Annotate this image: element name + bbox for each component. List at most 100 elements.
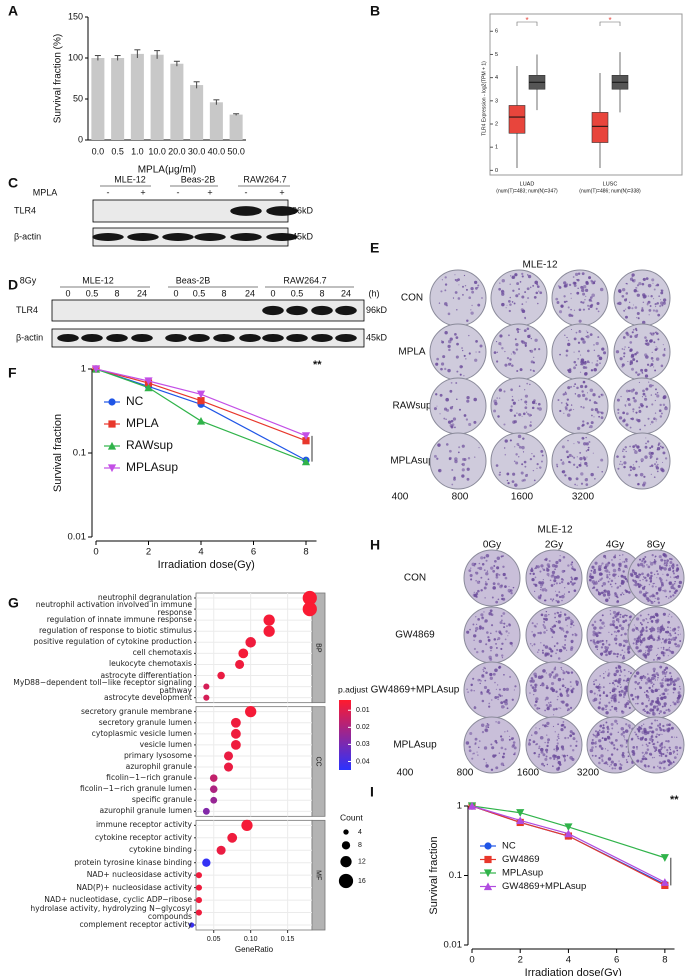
cell-line-label: RAW264.7 (243, 174, 286, 184)
colony (591, 746, 594, 749)
colony (501, 292, 505, 296)
colony (662, 344, 664, 346)
colony (636, 728, 639, 730)
bar (91, 58, 105, 140)
colony (537, 632, 540, 635)
colony (500, 705, 505, 709)
colony (676, 736, 678, 738)
colony (668, 582, 672, 586)
colony (477, 754, 479, 756)
colony (558, 286, 562, 289)
colony (649, 454, 653, 459)
colony (628, 346, 630, 349)
colony (544, 757, 548, 761)
colony (502, 622, 504, 624)
colony (504, 748, 507, 751)
colony (566, 625, 568, 627)
colony (590, 421, 594, 425)
colony (542, 568, 545, 571)
colony (639, 639, 643, 643)
colony (588, 578, 592, 582)
colony (450, 425, 454, 429)
colony (611, 681, 615, 685)
colony (630, 417, 632, 420)
colony (624, 675, 626, 677)
colony (486, 688, 490, 692)
colony (518, 413, 522, 417)
colony (508, 334, 510, 337)
colony (528, 413, 532, 417)
colony (447, 339, 452, 344)
colony (559, 554, 561, 557)
colony (645, 591, 648, 594)
colony (586, 456, 588, 458)
colony (590, 408, 594, 412)
colony (598, 356, 603, 361)
colony (575, 576, 579, 580)
x-tick-label: 30.0 (188, 146, 206, 156)
colony (654, 689, 658, 693)
colony (552, 708, 556, 711)
colony (620, 733, 624, 736)
colony (669, 749, 672, 751)
colony (654, 303, 657, 306)
colony (534, 576, 537, 579)
lane-label: 0 (65, 288, 70, 298)
colony (531, 679, 535, 683)
colony (506, 479, 509, 482)
colony (555, 599, 558, 602)
colony (458, 446, 461, 449)
colony (447, 420, 452, 424)
colony (439, 393, 443, 397)
colony (631, 417, 634, 421)
colony (582, 366, 586, 369)
colony (662, 753, 665, 756)
colony (455, 336, 459, 340)
colony (661, 583, 664, 587)
colony (665, 579, 668, 582)
colony (540, 675, 544, 679)
colony (660, 752, 663, 756)
category-label: leukocyte chemotaxis (109, 659, 192, 669)
dot (202, 858, 211, 867)
colony (507, 481, 510, 485)
colony (465, 418, 469, 421)
colony (647, 283, 652, 288)
colony (621, 753, 625, 757)
colony (593, 683, 596, 686)
colony (614, 577, 616, 579)
colony (584, 385, 588, 388)
colony (621, 592, 624, 594)
colony (527, 334, 531, 339)
x-tick-label: 0.10 (244, 936, 258, 943)
colony (531, 452, 533, 455)
colony (574, 582, 576, 584)
colony (670, 705, 672, 707)
colony (662, 692, 666, 696)
colony (547, 725, 549, 727)
colony (612, 697, 614, 699)
size-label: 8 (358, 842, 362, 849)
colony (480, 576, 483, 579)
colony (659, 743, 663, 747)
colony (638, 730, 641, 733)
colony (539, 466, 542, 469)
colony (509, 408, 513, 412)
colony (618, 701, 620, 703)
colony (590, 300, 593, 302)
colony (618, 416, 623, 420)
row-label: MPLAsup (390, 456, 434, 467)
lane-label: - (177, 187, 180, 197)
colony (521, 275, 524, 278)
colony (563, 758, 566, 760)
colony (555, 463, 559, 466)
colony (499, 584, 503, 589)
colony (518, 456, 520, 458)
colony (477, 617, 481, 621)
dot (302, 601, 317, 617)
y-tick-label: 0.01 (68, 532, 87, 543)
colony (528, 738, 532, 742)
significance-bracket (599, 21, 621, 26)
legend-title: p.adjust (338, 684, 368, 694)
colony (577, 393, 581, 398)
